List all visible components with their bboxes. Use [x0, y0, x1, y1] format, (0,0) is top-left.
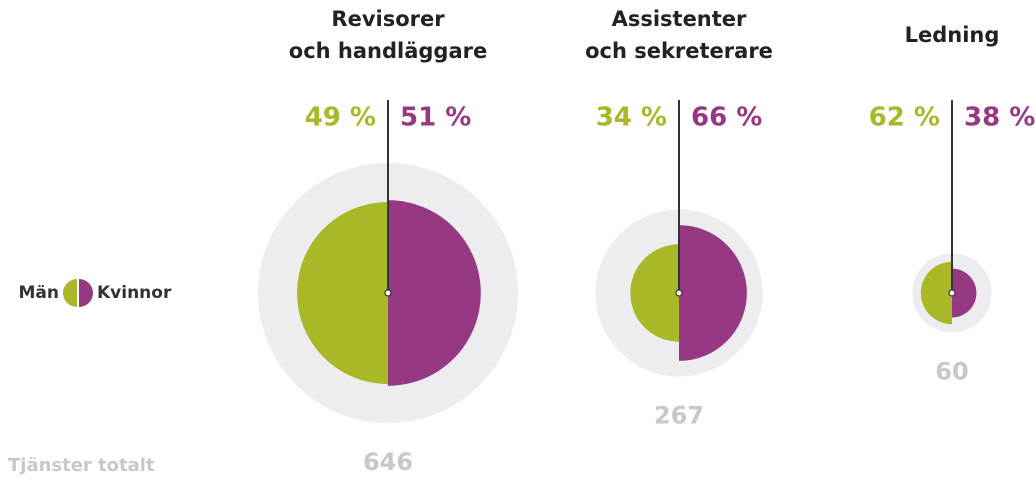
- center-dot: [948, 289, 956, 297]
- total-label: 646: [363, 448, 413, 476]
- totals-label: Tjänster totalt: [8, 455, 155, 476]
- share-label: 66 %: [691, 103, 762, 133]
- share-label: 62 %: [869, 103, 940, 133]
- legend-label: Män: [19, 283, 60, 303]
- share-label: 38 %: [964, 103, 1035, 133]
- group-title: Assistenter: [612, 7, 747, 31]
- share-half: [679, 225, 747, 361]
- share-half: [952, 268, 977, 318]
- share-label: 34 %: [596, 103, 667, 133]
- center-dot: [675, 289, 683, 297]
- share-half: [920, 261, 952, 325]
- share-half: [630, 244, 679, 342]
- share-half: [388, 200, 481, 386]
- total-label: 267: [654, 402, 704, 430]
- legend-icon: [79, 279, 93, 307]
- legend-icon: [63, 279, 77, 307]
- group-title: och sekreterare: [585, 39, 773, 63]
- total-label: 60: [935, 358, 968, 386]
- center-dot: [384, 289, 392, 297]
- legend-label: Kvinnor: [97, 283, 172, 303]
- group-title: Ledning: [905, 23, 1000, 47]
- group-title: Revisorer: [331, 7, 445, 31]
- share-label: 49 %: [305, 103, 376, 133]
- share-label: 51 %: [400, 103, 471, 133]
- group-title: och handläggare: [289, 39, 487, 63]
- share-half: [297, 202, 388, 384]
